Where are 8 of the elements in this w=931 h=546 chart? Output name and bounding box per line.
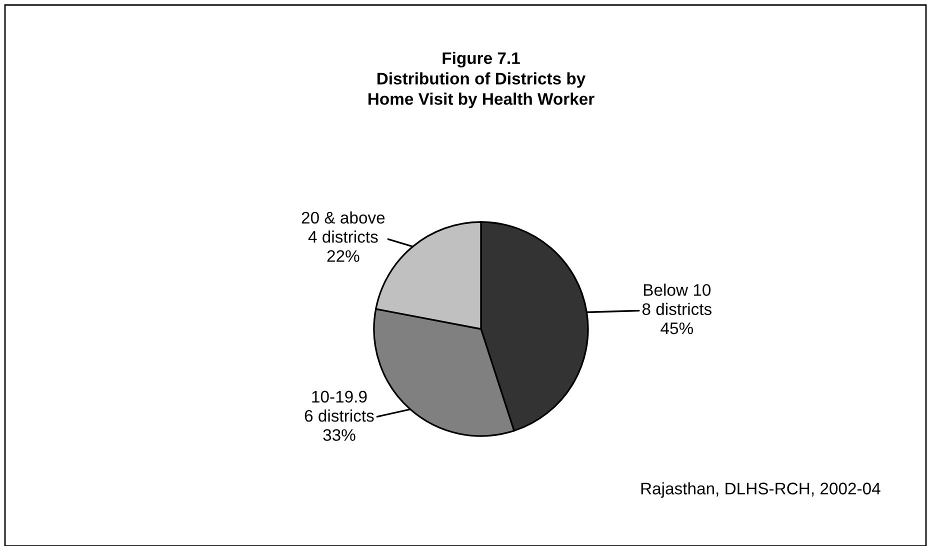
slice-label: 20 & above	[302, 211, 385, 224]
slice-label: 10-19.9	[312, 390, 367, 403]
data-label: 6 districts 33%	[304, 410, 374, 441]
data-label: 4 districts 22%	[308, 230, 378, 262]
data-label: 8 districts 45%	[642, 302, 712, 334]
text: Rajasthan, DLHS-RCH, 2002-04	[641, 482, 880, 498]
chart-title: Figure 7.1 Distribution of Districts by Home Visit by Health Worker	[368, 52, 594, 108]
slice-label: Below 10	[644, 284, 711, 296]
